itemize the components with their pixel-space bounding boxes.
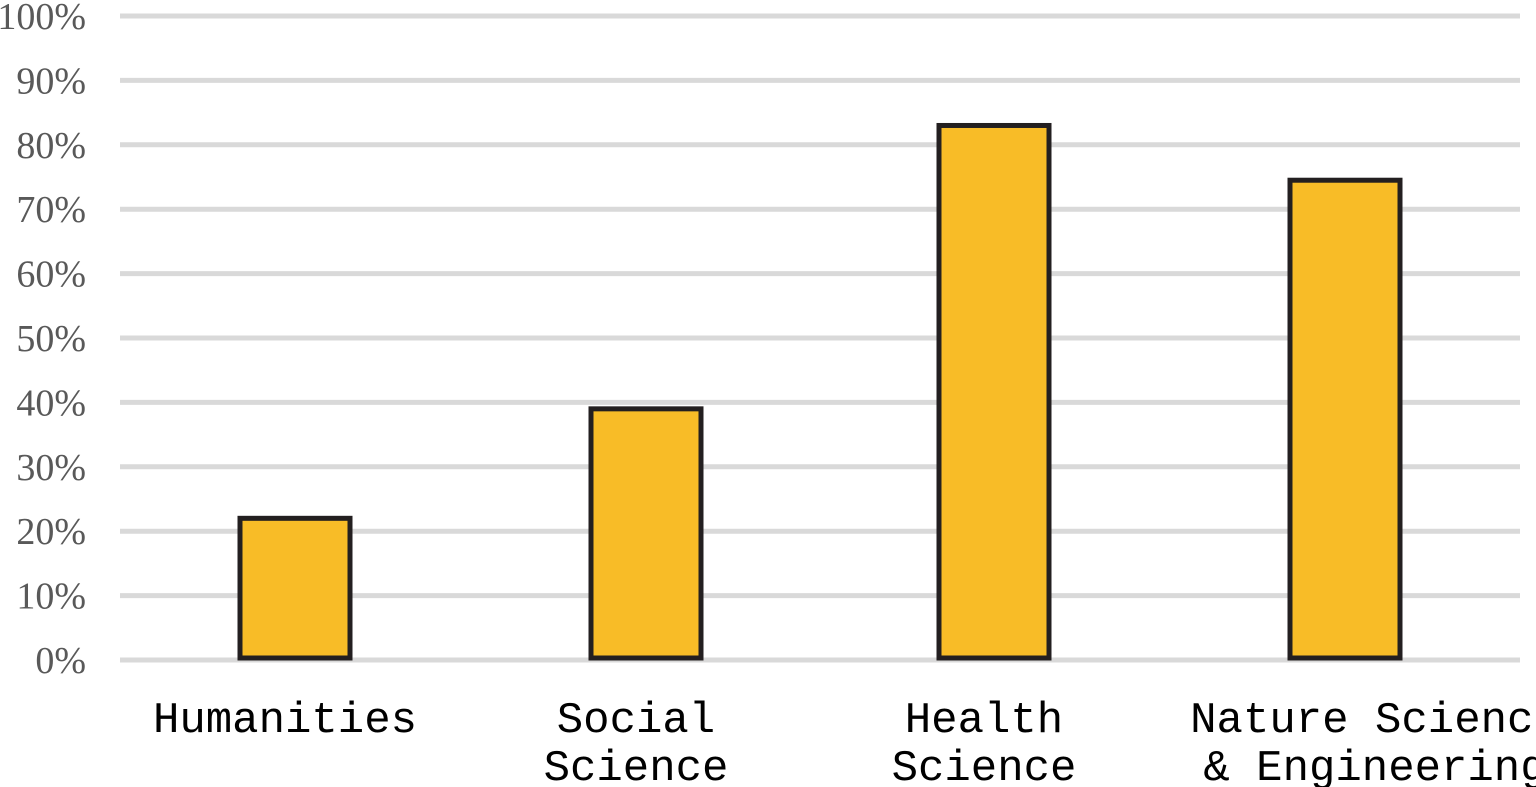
bar [237, 515, 353, 661]
y-tick-label: 90% [16, 60, 86, 102]
y-tick-label: 100% [0, 0, 86, 38]
x-tick-label: Social Science [544, 696, 729, 787]
x-axis-ticks: Humanities Social Science Health Science Natu… [153, 696, 1536, 787]
y-tick-label: 40% [16, 382, 86, 424]
y-tick-label: 80% [16, 125, 86, 167]
bar [588, 406, 704, 661]
y-axis-ticks: 0% 10% 20% 30% 40% 50% 60% 70% 80% 90% 100% [0, 0, 86, 682]
bar [936, 122, 1052, 661]
x-tick-label: Humanities [153, 696, 417, 746]
y-tick-label: 50% [16, 318, 86, 360]
y-tick-label: 70% [16, 189, 86, 231]
x-tick-label: Nature Science & Engineering [1190, 696, 1536, 787]
y-tick-label: 0% [35, 640, 86, 682]
x-tick-label: Health Science [892, 696, 1077, 787]
gridlines [120, 13, 1520, 663]
bar [1287, 177, 1403, 661]
y-tick-label: 10% [16, 576, 86, 618]
y-tick-label: 20% [16, 511, 86, 553]
y-tick-label: 60% [16, 254, 86, 296]
bars [237, 122, 1403, 661]
y-tick-label: 30% [16, 447, 86, 489]
